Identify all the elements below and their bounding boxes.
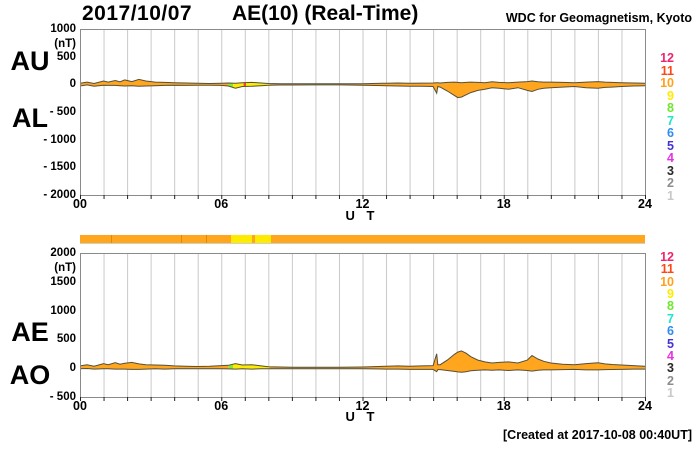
station-count-5: 5 xyxy=(667,138,674,153)
station-count-8: 8 xyxy=(667,299,674,314)
availability-segment xyxy=(230,235,252,243)
station-count-7: 7 xyxy=(667,311,674,326)
y-tick-label: - 500 xyxy=(49,106,76,118)
station-count-3: 3 xyxy=(667,163,674,178)
data-availability-bar xyxy=(80,235,645,244)
data-source-label: WDC for Geomagnetism, Kyoto xyxy=(505,11,692,25)
label-al: AL xyxy=(12,103,48,133)
station-count-12: 12 xyxy=(660,250,674,264)
x-tick-label: 18 xyxy=(496,399,511,413)
bottom-ut-label: U T xyxy=(345,409,379,424)
availability-segment xyxy=(255,235,271,243)
y-tick-label: 500 xyxy=(56,333,76,346)
plot-date: 2017/10/07 xyxy=(82,2,193,25)
station-count-12: 12 xyxy=(660,51,674,65)
station-count-9: 9 xyxy=(667,287,674,302)
y-tick-label: - 500 xyxy=(49,391,76,403)
station-count-8: 8 xyxy=(667,101,674,116)
label-ao: AO xyxy=(9,360,51,390)
station-count-9: 9 xyxy=(667,88,674,103)
label-au: AU xyxy=(10,46,50,76)
station-count-5: 5 xyxy=(667,336,674,351)
x-tick-label: 24 xyxy=(638,197,652,211)
station-count-2: 2 xyxy=(667,373,674,388)
label-ae: AE xyxy=(11,317,49,347)
availability-divider xyxy=(110,235,112,243)
y-tick-label: 1000 xyxy=(50,23,76,35)
x-tick-label: 24 xyxy=(638,399,652,413)
availability-segment xyxy=(270,235,645,243)
station-count-legend-bottom: 12 11 10 9 8 7 6 5 4 3 2 1 xyxy=(646,250,674,400)
y-tick-label: - 1000 xyxy=(43,133,76,146)
x-tick-label: 00 xyxy=(73,399,87,413)
y-tick-label: 1500 xyxy=(50,275,76,288)
ae-ao-chart xyxy=(80,253,646,401)
availability-segment xyxy=(251,235,256,243)
station-count-1: 1 xyxy=(667,386,674,400)
x-tick-label: 12 xyxy=(355,399,370,413)
station-count-7: 7 xyxy=(667,113,674,128)
y-axis-unit: (nT) xyxy=(54,262,76,274)
y-tick-label: 0 xyxy=(69,78,76,91)
y-tick-label: - 1500 xyxy=(43,161,76,174)
x-tick-label: 06 xyxy=(214,399,229,413)
station-count-legend-top: 12 11 10 9 8 7 6 5 4 3 2 1 xyxy=(646,51,674,203)
x-tick-label: 06 xyxy=(214,197,229,211)
y-tick-label: 2000 xyxy=(50,247,76,259)
y-tick-label: 0 xyxy=(69,362,76,375)
station-count-1: 1 xyxy=(667,189,674,203)
page-title: AE(10) (Real-Time) xyxy=(232,2,419,25)
station-count-4: 4 xyxy=(667,348,674,363)
availability-divider xyxy=(205,235,207,243)
station-count-11: 11 xyxy=(660,262,674,277)
availability-divider xyxy=(181,235,183,243)
station-count-4: 4 xyxy=(667,151,674,166)
availability-segment xyxy=(80,235,231,243)
station-count-6: 6 xyxy=(667,126,674,141)
station-count-2: 2 xyxy=(667,176,674,191)
station-count-11: 11 xyxy=(660,63,674,78)
y-tick-label: 500 xyxy=(56,50,76,63)
x-tick-label: 18 xyxy=(496,197,511,211)
top-ut-label: U T xyxy=(345,208,379,223)
au-al-chart xyxy=(80,29,646,199)
y-tick-label: - 2000 xyxy=(43,189,76,201)
x-tick-label: 00 xyxy=(73,197,87,211)
station-count-3: 3 xyxy=(667,361,674,376)
station-count-10: 10 xyxy=(660,274,674,289)
station-count-6: 6 xyxy=(667,324,674,339)
y-tick-label: 1000 xyxy=(50,304,76,317)
y-axis-unit: (nT) xyxy=(54,38,76,50)
x-tick-label: 12 xyxy=(355,197,370,211)
created-timestamp: [Created at 2017-10-08 00:40UT] xyxy=(503,428,692,442)
station-count-10: 10 xyxy=(660,76,674,91)
